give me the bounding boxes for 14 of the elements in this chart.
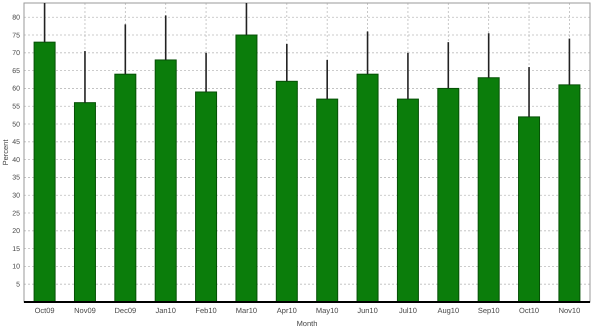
bar (235, 34, 258, 302)
bar (478, 77, 500, 302)
bar (356, 74, 379, 302)
bar (154, 59, 177, 302)
bar (114, 74, 136, 302)
bar (316, 98, 338, 302)
bar (518, 116, 540, 302)
bar (558, 84, 580, 302)
bar (396, 98, 419, 302)
bar (276, 80, 298, 302)
bar (34, 42, 56, 302)
bar (437, 88, 460, 302)
bar (195, 91, 218, 302)
bar (74, 102, 96, 302)
